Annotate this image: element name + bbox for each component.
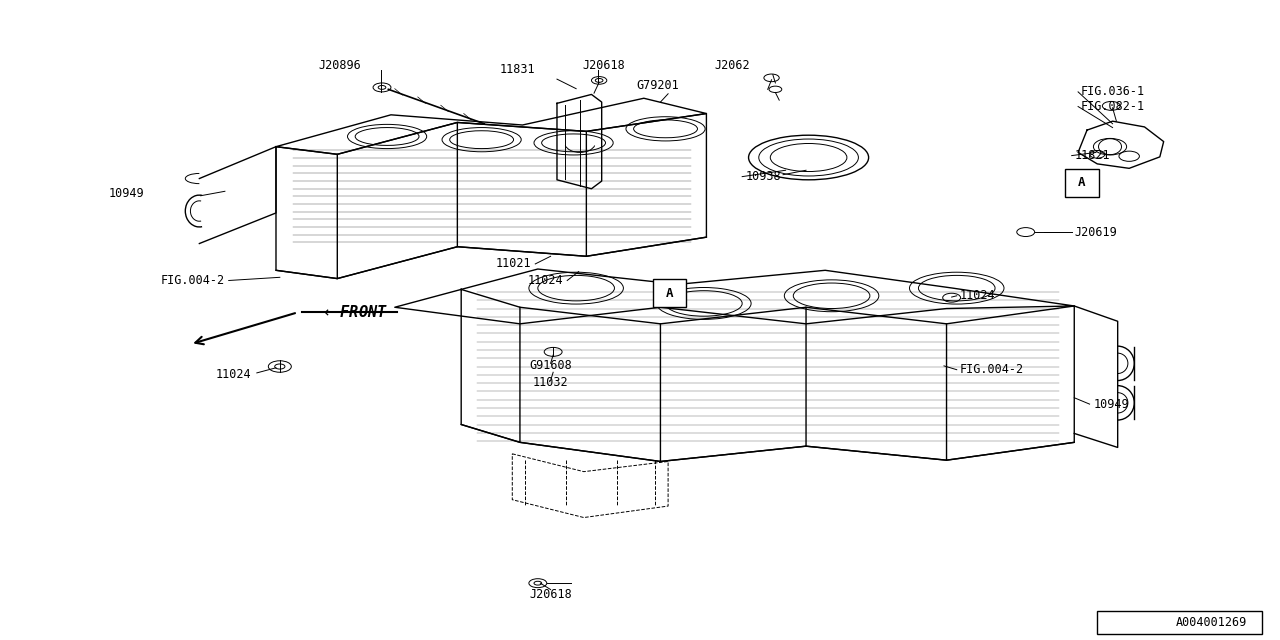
Text: 11032: 11032 xyxy=(532,376,568,389)
Text: G91608: G91608 xyxy=(529,360,572,372)
Text: 11821: 11821 xyxy=(1074,149,1110,162)
Text: FIG.004-2: FIG.004-2 xyxy=(959,364,1024,376)
Text: A: A xyxy=(666,287,673,300)
Text: J20619: J20619 xyxy=(1074,225,1117,239)
Text: A004001269: A004001269 xyxy=(1175,616,1247,629)
Text: J2062: J2062 xyxy=(714,59,750,72)
Text: 11024: 11024 xyxy=(959,289,995,302)
Text: G79201: G79201 xyxy=(636,79,680,92)
Text: $\leftarrow$FRONT: $\leftarrow$FRONT xyxy=(321,305,388,321)
FancyBboxPatch shape xyxy=(1097,611,1262,634)
Text: A: A xyxy=(1078,177,1085,189)
Text: 11024: 11024 xyxy=(527,274,563,287)
Text: 10949: 10949 xyxy=(1093,397,1129,411)
Text: J20618: J20618 xyxy=(529,588,572,600)
Text: 11021: 11021 xyxy=(495,257,531,271)
Text: FIG.036-1: FIG.036-1 xyxy=(1080,85,1144,99)
Text: 11831: 11831 xyxy=(499,63,535,76)
Text: 11024: 11024 xyxy=(216,367,252,381)
Text: 10949: 10949 xyxy=(109,188,145,200)
Text: FIG.082-1: FIG.082-1 xyxy=(1080,100,1144,113)
FancyBboxPatch shape xyxy=(653,279,686,307)
Text: J20618: J20618 xyxy=(582,59,626,72)
Text: 10938: 10938 xyxy=(746,170,782,183)
Text: J20896: J20896 xyxy=(319,59,361,72)
Text: FIG.004-2: FIG.004-2 xyxy=(161,274,225,287)
FancyBboxPatch shape xyxy=(1065,169,1098,197)
